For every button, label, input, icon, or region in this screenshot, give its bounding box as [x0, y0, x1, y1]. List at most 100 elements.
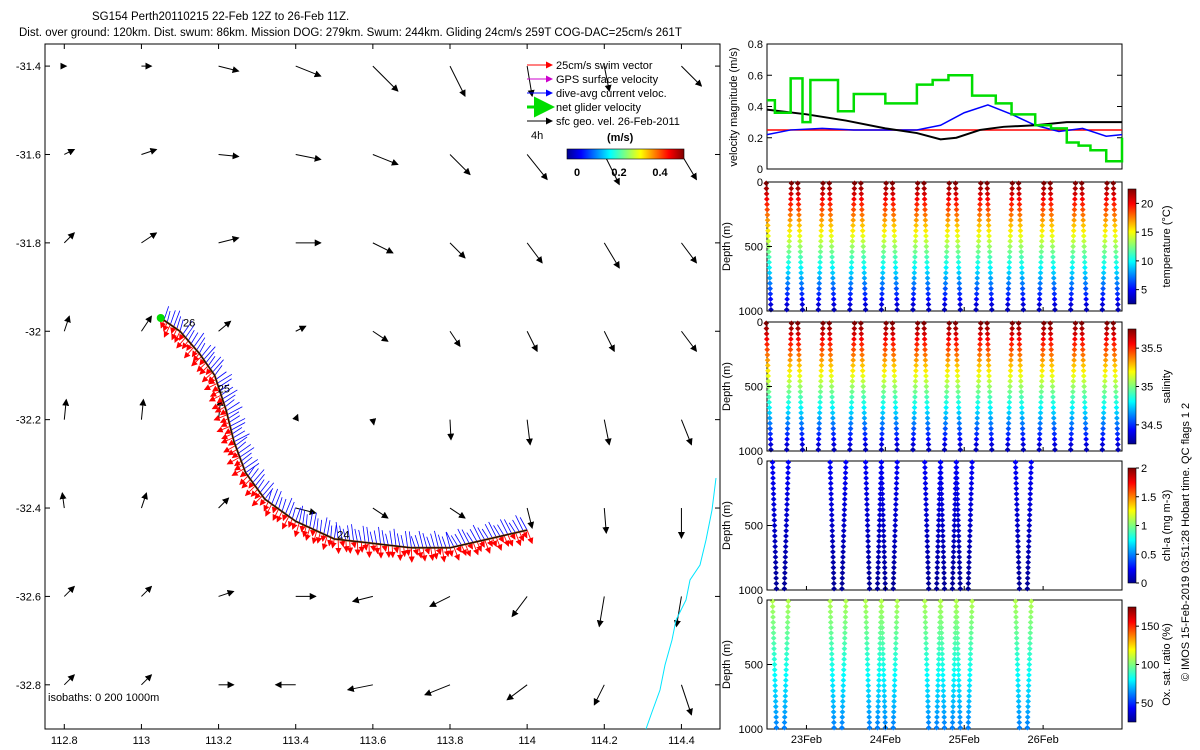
profile-sample: [941, 703, 947, 710]
profile-sample: [771, 672, 778, 678]
profile-sample: [1050, 415, 1057, 421]
profile-sample: [1038, 238, 1045, 245]
profile-sample: [880, 259, 886, 266]
surface-vector: [141, 232, 158, 244]
depth-tick-label: 0: [757, 177, 763, 189]
profile-sample: [921, 185, 928, 192]
profile-sample: [864, 661, 871, 668]
profile-sample: [893, 291, 900, 297]
profile-sample: [880, 383, 887, 390]
profile-sample: [881, 703, 888, 710]
profile-sample: [956, 688, 962, 694]
profile-sample: [1028, 603, 1034, 610]
profile-sample: [925, 698, 931, 705]
profile-sample: [1027, 480, 1034, 487]
profile-sample: [827, 357, 834, 363]
profile-sample: [839, 714, 846, 721]
profile-sample: [966, 543, 973, 550]
profile-sample: [1026, 645, 1033, 652]
profile-sample: [861, 259, 867, 266]
profile-sample: [956, 285, 963, 292]
profile-sample: [798, 410, 804, 416]
profile-sample: [966, 672, 973, 678]
profile-sample: [859, 367, 866, 374]
dac-vector: [342, 528, 347, 541]
profile-sample: [786, 233, 793, 239]
profile-sample: [770, 491, 777, 497]
profile-sample: [858, 336, 865, 342]
profile-sample: [828, 243, 835, 250]
profile-sample: [875, 559, 882, 566]
profile-sample: [1083, 446, 1090, 453]
profile-sample: [910, 301, 916, 308]
profile-sample: [967, 666, 973, 673]
colorbar-tick-label: 15: [1141, 227, 1153, 239]
profile-sample: [957, 714, 963, 721]
profile-sample: [937, 459, 944, 466]
surface-vector: [372, 154, 399, 166]
profile-sample: [987, 264, 994, 271]
surface-vector: [424, 684, 451, 696]
profile-sample: [763, 196, 770, 202]
profile-sample: [880, 661, 887, 668]
profile-sample: [940, 672, 946, 678]
profile-sample: [984, 320, 990, 327]
profile-sample: [923, 243, 930, 250]
profile-sample: [951, 666, 958, 673]
profile-sample: [881, 693, 888, 699]
swim-vector: [358, 542, 365, 553]
profile-sample: [957, 296, 963, 303]
profile-sample: [784, 280, 791, 287]
profile-sample: [817, 248, 824, 255]
profile-sample: [1041, 180, 1047, 187]
profile-sample: [829, 410, 836, 416]
profile-sample: [829, 656, 835, 663]
profile-sample: [1028, 608, 1034, 615]
profile-sample: [1083, 441, 1090, 448]
surface-vector: [218, 65, 240, 74]
profile-sample: [815, 301, 822, 308]
profile-sample: [965, 703, 972, 710]
colorbar-tick-label: 34.5: [1141, 420, 1162, 432]
profile-sample: [842, 614, 849, 620]
dac-vector: [418, 530, 424, 548]
profile-sample: [771, 651, 777, 657]
profile-sample: [1012, 464, 1019, 471]
profile-sample: [1019, 420, 1026, 427]
profile-sample: [950, 554, 957, 560]
profile-sample: [966, 559, 972, 566]
profile-sample: [941, 719, 948, 726]
profile-sample: [881, 362, 888, 369]
profile-sample: [954, 362, 960, 369]
profile-sample: [936, 512, 942, 518]
profile-sample: [1037, 410, 1044, 416]
profile-sample: [1047, 196, 1054, 202]
profile-sample: [818, 212, 825, 218]
profile-sample: [922, 624, 929, 631]
profile-sample: [830, 698, 837, 705]
profile-sample: [894, 469, 900, 476]
profile-sample: [797, 388, 804, 395]
profile-sample: [1020, 301, 1027, 308]
profile-sample: [876, 656, 883, 663]
profile-sample: [956, 543, 962, 550]
profile-sample: [784, 614, 791, 620]
profile-sample: [1015, 703, 1022, 710]
profile-sample: [1052, 306, 1058, 313]
profile-sample: [893, 475, 900, 481]
profile-sample: [910, 285, 917, 292]
profile-sample: [862, 291, 868, 297]
profile-sample: [1014, 656, 1021, 663]
profile-sample: [922, 367, 929, 374]
profile-sample: [1047, 190, 1054, 197]
dac-vector: [493, 525, 501, 537]
profile-sample: [772, 549, 779, 555]
profile-sample: [913, 352, 920, 358]
profile-sample: [1036, 441, 1043, 448]
map-y-tick-label: -31.8: [16, 238, 41, 250]
profile-sample: [882, 212, 888, 218]
dac-vector: [187, 329, 195, 341]
profile-sample: [1039, 217, 1046, 223]
dac-vector: [247, 465, 256, 477]
surface-vector: [511, 596, 528, 618]
